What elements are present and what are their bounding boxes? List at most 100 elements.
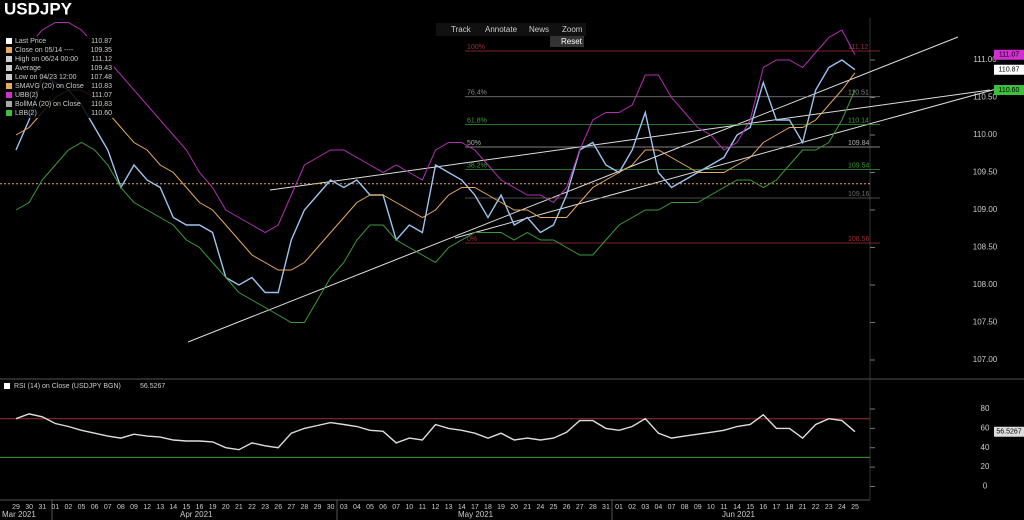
y-tick-label: 80 [981,404,990,413]
x-tick-label: 17 [772,504,780,511]
rsi-tag [994,426,1024,437]
x-tick-label: 05 [366,504,374,511]
y-tick-label: 109.00 [973,205,998,214]
x-tick-label: 11 [720,504,727,511]
x-tick-label: 17 [471,504,479,511]
legend-name: Average [15,65,41,72]
legend-value: 110.83 [91,83,112,90]
x-tick-label: 25 [550,504,558,511]
x-tick-label: 16 [196,504,204,511]
toolbar-annotate[interactable]: Annotate [485,25,518,34]
y-tick-label: 110.00 [973,130,997,139]
x-tick-label: 11 [419,504,426,511]
series-line [15,72,856,271]
legend-box [2,36,114,118]
legend-name: BollMA (20) on Close [15,101,81,108]
x-tick-label: 08 [117,504,125,511]
x-tick-label: 09 [694,504,702,511]
rsi-legend: RSI (14) on Close (USDJPY BGN) [14,383,121,390]
x-tick-label: 13 [156,504,164,511]
y-tick-label: 20 [981,462,990,471]
legend-swatch [6,56,12,62]
fib-label: 38.2% [467,162,487,169]
month-label: Jun 2021 [722,510,755,519]
legend-swatch [6,74,12,80]
toolbar-track[interactable]: Track [451,25,472,34]
legend-value: 110.83 [91,101,112,108]
channel-top [269,89,991,191]
x-tick-label: 04 [353,504,361,511]
x-tick-label: 04 [654,504,662,511]
reset-label[interactable]: Reset [561,37,583,46]
series-line [15,413,856,451]
y-tick-label: 0 [983,482,988,491]
x-tick-label: 14 [169,504,177,511]
fib-label: 76.4% [467,90,487,97]
legend-value: 111.12 [92,56,112,63]
x-tick-label: 07 [668,504,676,511]
legend-name: UBB(2) [15,92,38,99]
x-tick-label: 25 [851,504,859,511]
fib-label: 0% [467,236,477,243]
legend-name: SMAVG (20) on Close [15,83,84,90]
y-tick-label: 107.50 [973,318,998,327]
legend-value: 109.35 [91,47,113,54]
x-tick-label: 14 [733,504,741,511]
x-tick-label: 03 [340,504,348,511]
x-tick-label: 02 [65,504,73,511]
month-label: May 2021 [458,510,494,519]
y-tick-label: 40 [981,443,990,452]
x-tick-label: 23 [825,504,833,511]
toolbar [436,23,586,36]
x-tick-label: 24 [838,504,846,511]
x-tick-label: 18 [786,504,794,511]
legend-swatch [4,383,10,389]
fib-value: 111.12 [848,44,868,51]
fib-value: 110.51 [848,90,869,97]
price-tag-label: 110.87 [999,67,1020,74]
month-label: Apr 2021 [180,510,213,519]
x-tick-label: 21 [799,504,807,511]
reset-button[interactable] [550,36,584,47]
x-tick-label: 21 [235,504,243,511]
toolbar-news[interactable]: News [529,25,549,34]
legend-swatch [6,47,12,53]
fib-value: 109.54 [848,162,870,169]
fib-label: 50% [467,140,481,147]
legend-value: 111.07 [92,92,112,99]
x-tick-label: 29 [314,504,322,511]
fib-value: 109.84 [848,140,870,147]
x-tick-label: 29 [12,504,20,511]
legend-value: 110.87 [91,38,112,45]
legend-swatch [6,83,12,89]
x-tick-label: 22 [248,504,256,511]
toolbar-zoom[interactable]: Zoom [562,25,583,34]
y-tick-label: 110.50 [973,93,997,102]
fib-value: 109.16 [848,191,870,198]
price-tag [994,64,1024,75]
y-tick-label: 108.50 [973,243,998,252]
price-tag [994,85,1024,95]
y-tick-label: 107.00 [973,355,998,364]
x-tick-label: 26 [563,504,571,511]
x-tick-label: 30 [25,504,33,511]
x-tick-label: 18 [484,504,492,511]
x-tick-label: 01 [51,504,59,511]
x-tick-label: 28 [589,504,597,511]
x-tick-label: 27 [576,504,584,511]
rsi-legend-value: 56.5267 [140,383,165,390]
legend-value: 110.60 [91,110,112,117]
title: USDJPY [4,0,73,18]
x-tick-label: 16 [759,504,767,511]
price-tag [994,49,1024,60]
legend-swatch [6,65,12,71]
x-tick-label: 14 [458,504,466,511]
x-tick-label: 13 [445,504,453,511]
x-tick-label: 27 [287,504,295,511]
x-tick-label: 10 [405,504,413,511]
legend-swatch [6,110,12,116]
x-tick-label: 19 [497,504,505,511]
x-tick-label: 03 [641,504,649,511]
fib-value: 110.14 [848,117,869,124]
